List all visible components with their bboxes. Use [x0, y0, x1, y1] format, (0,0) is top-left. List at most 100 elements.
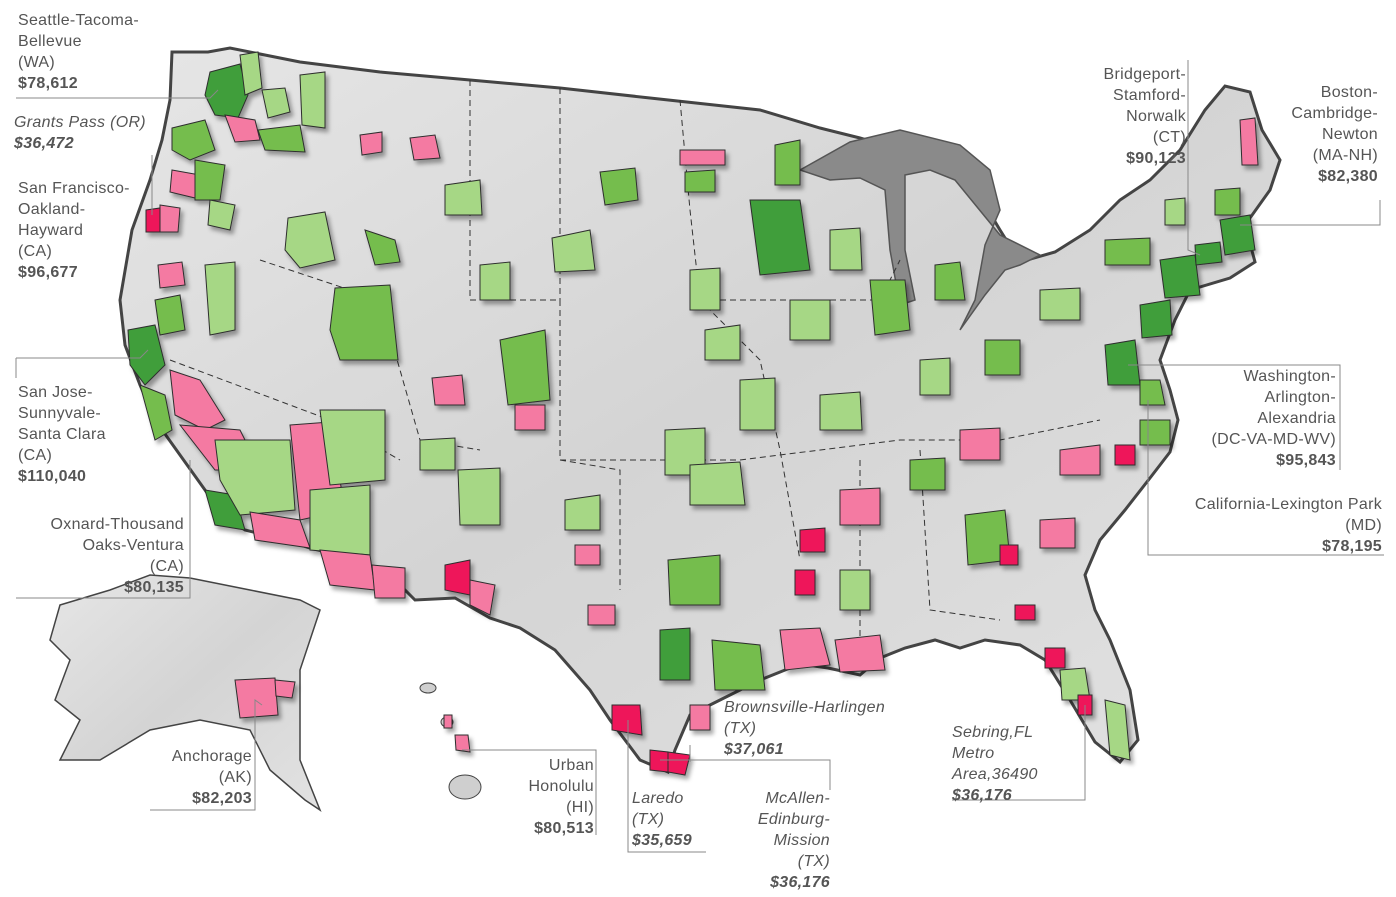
metro-az-2	[309, 484, 371, 556]
label-san-jose-name: San Jose- Sunnyvale- Santa Clara (CA)	[18, 384, 106, 464]
metro-nc-1	[1059, 444, 1101, 476]
label-california-md-value: $78,195	[1322, 538, 1382, 555]
metro-ar-1	[839, 487, 881, 526]
label-oxnard-name: Oxnard-Thousand Oaks-Ventura (CA)	[50, 516, 184, 575]
label-honolulu: Urban Honolulu (HI) $80,513	[494, 755, 594, 839]
metro-co-2	[431, 374, 466, 406]
metro-mt-2	[551, 229, 596, 273]
label-mcallen: McAllen- Edinburg- Mission (TX) $36,176	[720, 788, 830, 893]
metro-ks-1	[739, 377, 776, 431]
metro-san-francisco	[127, 324, 166, 386]
metro-az-1	[319, 409, 386, 486]
metro-tn	[959, 427, 1001, 461]
label-san-francisco-value: $96,677	[18, 264, 78, 281]
label-oxnard: Oxnard-Thousand Oaks-Ventura (CA) $80,13…	[18, 514, 184, 598]
metro-nyc	[1159, 254, 1201, 299]
metro-or-5	[409, 134, 441, 161]
metro-ca-north	[157, 261, 186, 289]
metro-fl-3	[1104, 699, 1131, 761]
label-california-md-name: California-Lexington Park (MD)	[1194, 496, 1382, 534]
label-washington: Washington- Arlington- Alexandria (DC-VA…	[1160, 366, 1336, 471]
label-brownsville: Brownsville-Harlingen (TX) $37,061	[724, 697, 885, 760]
label-seattle: Seattle-Tacoma- Bellevue (WA) $78,612	[18, 10, 139, 94]
label-anchorage-name: Anchorage (AK)	[171, 748, 252, 786]
metro-wi	[829, 227, 863, 271]
label-boston: Boston- Cambridge- Newton (MA-NH) $82,38…	[1268, 82, 1378, 187]
hawaii	[419, 682, 482, 800]
metro-honolulu	[454, 734, 471, 753]
metro-fl-1	[1044, 647, 1066, 669]
metro-ok-1	[689, 461, 746, 506]
metro-ak-2	[274, 679, 296, 699]
metro-ca-north-2	[204, 261, 236, 336]
metro-ca-central	[154, 294, 186, 336]
metro-brownsville	[667, 751, 691, 776]
label-honolulu-value: $80,513	[534, 820, 594, 837]
label-anchorage-value: $82,203	[192, 790, 252, 807]
metro-wa-2	[171, 119, 216, 161]
metro-sc	[1039, 517, 1076, 549]
metro-oh	[984, 339, 1021, 376]
metro-tx-4	[667, 554, 721, 606]
alaska	[49, 574, 322, 812]
label-california-md: California-Lexington Park (MD) $78,195	[1150, 494, 1382, 557]
metro-mn-2	[749, 199, 811, 276]
metro-wa-3	[224, 114, 261, 143]
metro-or-4	[359, 131, 383, 156]
metro-mo-1	[819, 391, 863, 431]
label-anchorage: Anchorage (AK) $82,203	[140, 746, 252, 809]
label-boston-value: $82,380	[1318, 168, 1378, 185]
label-washington-name: Washington- Arlington- Alexandria (DC-VA…	[1211, 368, 1336, 448]
label-seattle-value: $78,612	[18, 75, 78, 92]
label-bridgeport-value: $90,123	[1126, 150, 1186, 167]
metro-ny-up	[1104, 237, 1151, 266]
metro-sd	[689, 267, 721, 311]
label-boston-name: Boston- Cambridge- Newton (MA-NH)	[1291, 84, 1378, 164]
label-bridgeport: Bridgeport- Stamford- Norwalk (CT) $90,1…	[1066, 64, 1186, 169]
metro-nm-2	[469, 579, 496, 616]
metro-ms-1	[794, 569, 816, 596]
metro-nc-2	[1114, 444, 1136, 466]
label-honolulu-name: Urban Honolulu (HI)	[528, 757, 594, 816]
metro-mn-1	[774, 139, 801, 186]
metro-id-2	[364, 229, 401, 266]
label-laredo: Laredo (TX) $35,659	[632, 788, 692, 851]
metro-in	[919, 357, 951, 396]
metro-vt	[1164, 197, 1186, 226]
metro-ar-2	[799, 527, 826, 553]
metro-la-1	[779, 627, 831, 671]
metro-ga-1	[999, 544, 1019, 566]
label-grants-pass-value: $36,472	[14, 135, 74, 152]
metro-san-jose	[139, 384, 173, 441]
metro-tx-1	[564, 494, 601, 531]
label-brownsville-value: $37,061	[724, 741, 784, 758]
metro-or-6	[159, 204, 181, 233]
metro-me-1	[1239, 117, 1259, 166]
label-san-jose-value: $110,040	[18, 468, 87, 485]
metro-or-3	[207, 199, 236, 231]
label-san-francisco: San Francisco- Oakland- Hayward (CA) $96…	[18, 178, 130, 283]
label-sebring-value: $36,176	[952, 787, 1012, 804]
metro-nv-1	[214, 439, 296, 516]
label-san-jose: San Jose- Sunnyvale- Santa Clara (CA) $1…	[18, 382, 106, 487]
metro-tx-houston	[711, 639, 766, 691]
metro-az-4	[319, 549, 376, 591]
label-sebring: Sebring,FL Metro Area,36490 $36,176	[952, 722, 1038, 806]
label-laredo-value: $35,659	[632, 832, 692, 849]
label-bridgeport-name: Bridgeport- Stamford- Norwalk (CT)	[1103, 66, 1186, 146]
metro-tx-austin	[659, 627, 691, 681]
metro-ut	[329, 284, 399, 361]
metro-wa-4	[261, 87, 291, 119]
metro-ga-2	[1014, 604, 1036, 621]
metro-az-5	[371, 564, 406, 599]
metro-laredo	[611, 704, 643, 736]
metro-mt-1	[444, 179, 483, 216]
metro-chicago	[869, 279, 911, 336]
metro-co-3	[514, 404, 546, 431]
label-mcallen-value: $36,176	[770, 874, 830, 891]
metro-wa-5	[257, 124, 306, 153]
label-oxnard-value: $80,135	[124, 579, 184, 596]
metro-la-2	[834, 634, 886, 673]
metro-anchorage	[234, 677, 279, 719]
metro-wa-1	[239, 51, 263, 96]
